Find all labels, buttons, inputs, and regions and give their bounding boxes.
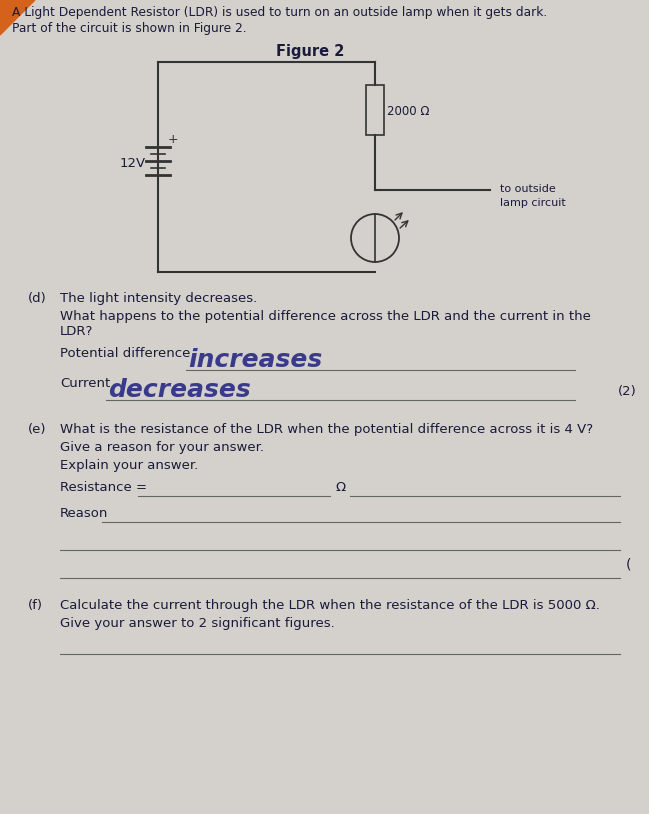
Text: Current: Current: [60, 377, 110, 390]
Text: Part of the circuit is shown in Figure 2.: Part of the circuit is shown in Figure 2…: [12, 22, 247, 35]
Text: decreases: decreases: [108, 378, 251, 402]
Circle shape: [351, 214, 399, 262]
Polygon shape: [0, 0, 35, 35]
Text: Potential difference: Potential difference: [60, 347, 190, 360]
Text: 12V: 12V: [120, 157, 146, 170]
Text: (2): (2): [618, 385, 637, 398]
Text: Figure 2: Figure 2: [276, 44, 344, 59]
Text: to outside
lamp circuit: to outside lamp circuit: [500, 184, 566, 208]
Text: Resistance =: Resistance =: [60, 481, 147, 494]
Text: increases: increases: [188, 348, 323, 372]
Text: LDR?: LDR?: [60, 325, 93, 338]
Text: A Light Dependent Resistor (LDR) is used to turn on an outside lamp when it gets: A Light Dependent Resistor (LDR) is used…: [12, 6, 547, 19]
Text: What happens to the potential difference across the LDR and the current in the: What happens to the potential difference…: [60, 310, 591, 323]
Text: Explain your answer.: Explain your answer.: [60, 459, 198, 472]
Text: +: +: [168, 133, 178, 146]
Text: 2000 Ω: 2000 Ω: [387, 105, 430, 118]
Text: Give your answer to 2 significant figures.: Give your answer to 2 significant figure…: [60, 617, 335, 630]
Text: Reason: Reason: [60, 507, 108, 520]
Bar: [366, 85, 384, 135]
Text: (f): (f): [28, 599, 43, 612]
Text: The light intensity decreases.: The light intensity decreases.: [60, 292, 257, 305]
Text: Calculate the current through the LDR when the resistance of the LDR is 5000 Ω.: Calculate the current through the LDR wh…: [60, 599, 600, 612]
Text: (d): (d): [28, 292, 47, 305]
Text: (e): (e): [28, 423, 47, 436]
Text: Give a reason for your answer.: Give a reason for your answer.: [60, 441, 264, 454]
Text: (: (: [626, 558, 631, 572]
Text: What is the resistance of the LDR when the potential difference across it is 4 V: What is the resistance of the LDR when t…: [60, 423, 593, 436]
Text: Ω: Ω: [335, 481, 345, 494]
